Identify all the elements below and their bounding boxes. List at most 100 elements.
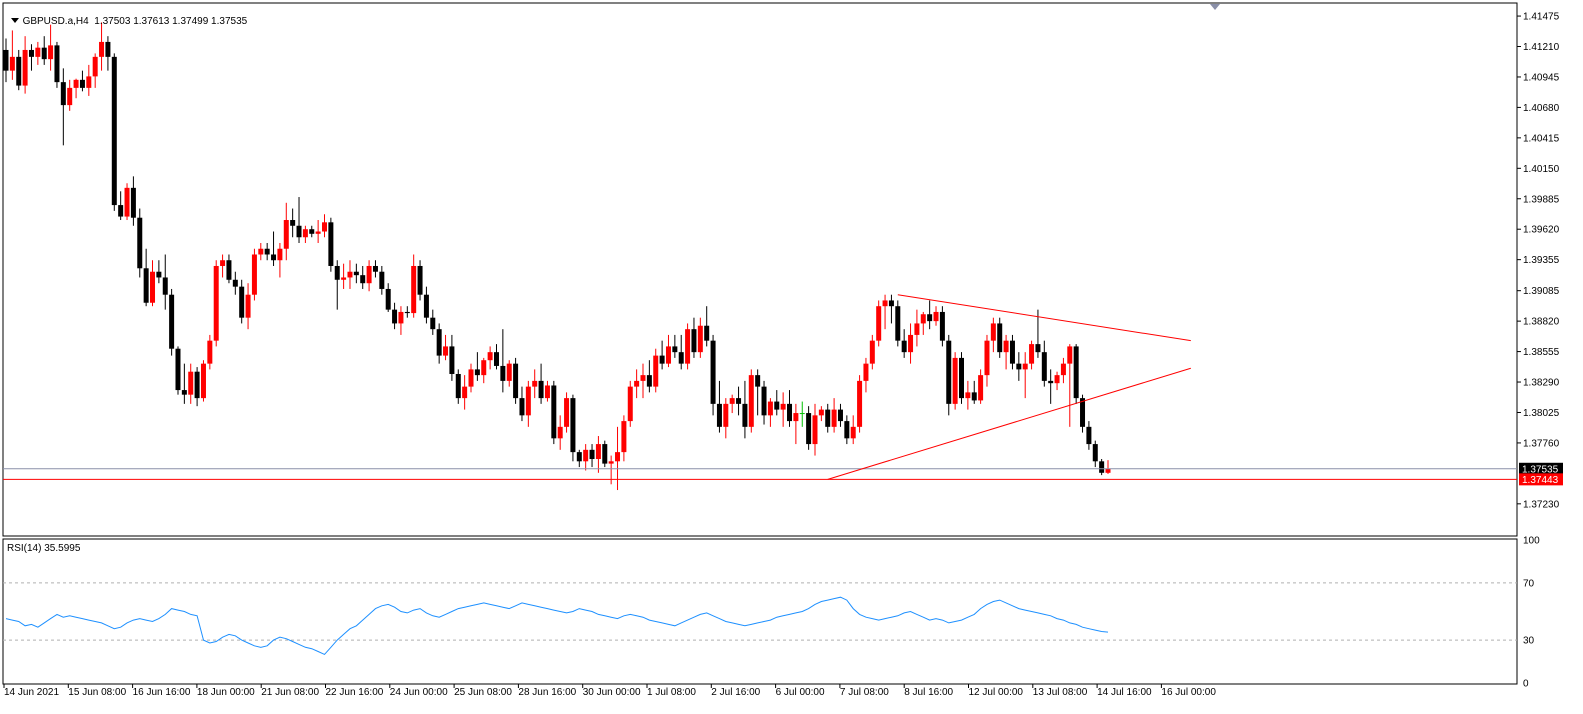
candle-body <box>767 401 773 416</box>
candle-body <box>564 398 570 427</box>
candle-body <box>239 286 245 318</box>
candle-body <box>124 187 130 217</box>
candle-body <box>665 346 671 364</box>
candle-body <box>207 340 213 364</box>
candle-body <box>831 409 837 427</box>
candle-body <box>322 222 327 232</box>
candle-body <box>742 403 748 427</box>
candle-body <box>188 371 194 395</box>
candle-body <box>704 325 710 341</box>
candle-body <box>959 357 964 399</box>
symbol-timeframe: GBPUSD.a,H4 <box>22 16 89 27</box>
candle-body <box>1041 352 1047 381</box>
candle-body <box>379 271 385 289</box>
candle-body <box>41 47 47 60</box>
candle-body <box>888 300 894 307</box>
candle-body <box>493 352 499 366</box>
candle-body <box>347 271 353 278</box>
candle-body <box>1054 375 1060 384</box>
price-tick-label: 1.40150 <box>1523 164 1560 175</box>
candle-body <box>812 415 818 445</box>
candle-body <box>621 421 627 453</box>
ohlc-values: 1.37503 1.37613 1.37499 1.37535 <box>94 16 248 27</box>
candle-body <box>487 352 493 361</box>
candle-body <box>105 41 111 57</box>
time-tick-label: 28 Jun 16:00 <box>518 687 576 698</box>
candle-body <box>615 452 621 462</box>
candle-body <box>1099 461 1105 473</box>
time-tick-label: 18 Jun 00:00 <box>197 687 255 698</box>
candle-body <box>914 323 920 335</box>
candle-body <box>86 76 92 88</box>
candle-body <box>519 398 525 416</box>
candle-body <box>283 220 289 249</box>
candle-body <box>48 45 54 60</box>
candle-body <box>328 222 334 266</box>
price-tick-label: 1.41210 <box>1523 42 1560 53</box>
candle-body <box>54 45 60 83</box>
candle-body <box>213 265 219 341</box>
candle-body <box>309 229 315 234</box>
candle-body <box>538 380 544 399</box>
candle-body <box>920 314 926 324</box>
candle-body <box>869 340 875 364</box>
candle-body <box>997 323 1003 353</box>
candle-body <box>589 449 595 460</box>
scroll-marker-icon[interactable] <box>1210 4 1220 10</box>
price-tick-label: 1.40945 <box>1523 72 1560 83</box>
candle-body <box>264 248 270 255</box>
price-tick-label: 1.41475 <box>1523 12 1560 23</box>
candle-body <box>863 363 869 381</box>
price-tick-label: 1.37230 <box>1523 499 1560 510</box>
candle-body <box>787 403 793 422</box>
candle-body <box>226 260 232 280</box>
candle-body <box>952 357 958 404</box>
candle-body <box>417 265 423 295</box>
candle-body <box>455 373 461 399</box>
candle-body <box>35 47 41 57</box>
candle-body <box>271 254 277 261</box>
time-tick-label: 16 Jul 00:00 <box>1161 687 1216 698</box>
price-tick-label: 1.40680 <box>1523 103 1560 114</box>
candle-body <box>825 409 831 427</box>
candle-body <box>500 365 506 381</box>
candle-body <box>608 461 614 464</box>
rsi-tick-label: 0 <box>1523 679 1529 690</box>
candle-body <box>73 79 79 88</box>
candle-body <box>793 413 799 422</box>
candle-body <box>729 398 735 404</box>
candle-body <box>468 369 474 387</box>
candle-body <box>908 334 914 353</box>
candle-body <box>302 229 308 238</box>
candle-body <box>544 385 550 399</box>
time-tick-label: 22 Jun 16:00 <box>326 687 384 698</box>
candle-body <box>1092 444 1098 462</box>
price-tick-label: 1.37760 <box>1523 438 1560 449</box>
candle-body <box>844 421 850 439</box>
candle-body <box>9 56 15 71</box>
candle-body <box>200 363 206 399</box>
symbol-dropdown-icon[interactable] <box>10 18 19 23</box>
candle-body <box>404 311 410 314</box>
candle-body <box>220 260 226 266</box>
price-tick-label: 1.38555 <box>1523 347 1560 358</box>
candle-body <box>111 56 117 206</box>
candle-body <box>965 392 971 399</box>
candle-body <box>353 271 359 276</box>
candle-body <box>1080 398 1086 427</box>
candle-body <box>551 385 557 439</box>
candle-body <box>557 426 563 439</box>
candle-body <box>882 300 888 307</box>
candle-body <box>1086 426 1092 445</box>
candle-body <box>901 340 907 353</box>
level-price-tag <box>1519 473 1563 486</box>
candle-body <box>245 294 251 318</box>
time-tick-label: 6 Jul 00:00 <box>776 687 825 698</box>
main-panel-frame <box>2 2 1518 685</box>
time-tick-label: 15 Jun 08:00 <box>68 687 126 698</box>
candle-body <box>360 275 366 284</box>
candle-body <box>640 375 646 381</box>
candle-body <box>92 56 98 77</box>
candlestick-series <box>3 22 1111 491</box>
